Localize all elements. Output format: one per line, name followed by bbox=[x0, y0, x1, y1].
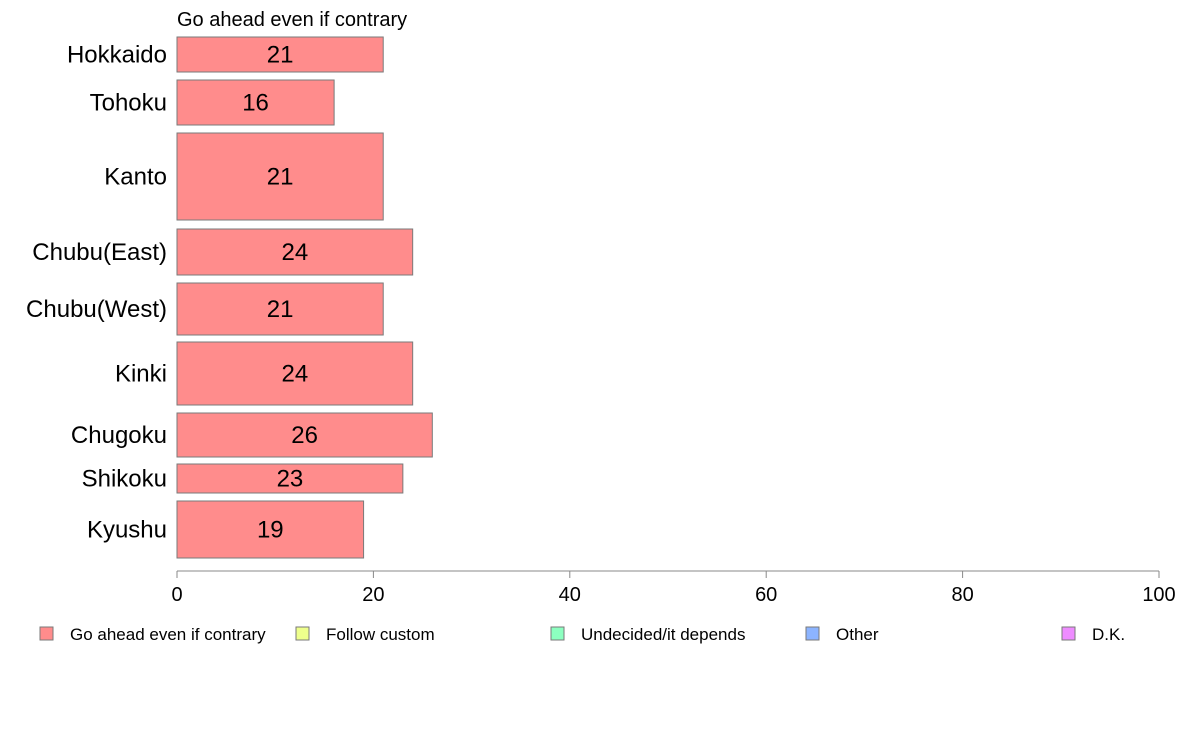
bar-value-label: 21 bbox=[267, 42, 294, 69]
bar-value-label: 16 bbox=[242, 90, 269, 117]
legend-swatch bbox=[550, 626, 565, 641]
bar-value-label: 21 bbox=[267, 296, 294, 323]
x-tick-label: 60 bbox=[755, 584, 777, 606]
category-label: Tohoku bbox=[90, 90, 167, 117]
legend-swatch bbox=[805, 626, 820, 641]
category-label: Hokkaido bbox=[67, 42, 167, 69]
bar-kyushu bbox=[176, 500, 365, 559]
legend-label: Undecided/it depends bbox=[581, 625, 745, 644]
bar-value-label: 21 bbox=[267, 164, 294, 191]
bar-value-label: 24 bbox=[281, 239, 308, 266]
category-labels: Hokkaido Tohoku Kanto Chubu(East) Chubu(West… bbox=[26, 42, 167, 544]
bar-chugoku bbox=[176, 412, 433, 458]
category-label: Kinki bbox=[115, 361, 167, 388]
bar-chubu-east- bbox=[176, 228, 414, 276]
bar-kanto bbox=[176, 132, 384, 221]
category-label: Chubu(East) bbox=[32, 239, 167, 266]
chart-title: Go ahead even if contrary bbox=[177, 9, 407, 31]
legend-label: Other bbox=[836, 625, 879, 644]
legend-label: Follow custom bbox=[326, 625, 435, 644]
x-tick-label: 0 bbox=[171, 584, 182, 606]
legend: Go ahead even if contrary Follow custom Un… bbox=[39, 625, 1125, 644]
bar-hokkaido bbox=[176, 36, 384, 73]
bar-shikoku bbox=[176, 463, 404, 494]
x-tick-label: 80 bbox=[951, 584, 973, 606]
legend-label: D.K. bbox=[1092, 625, 1125, 644]
x-tick-label: 20 bbox=[362, 584, 384, 606]
bar-kinki bbox=[176, 341, 414, 406]
bar-value-label: 26 bbox=[291, 422, 318, 449]
bar-value-label: 19 bbox=[257, 517, 284, 544]
category-label: Kyushu bbox=[87, 517, 167, 544]
bar-value-label: 24 bbox=[281, 361, 308, 388]
bar-tohoku bbox=[176, 79, 335, 126]
bar-value-label: 23 bbox=[277, 466, 304, 493]
legend-label: Go ahead even if contrary bbox=[70, 625, 266, 644]
x-tick-label: 100 bbox=[1142, 584, 1175, 606]
bars-group: 21 16 21 24 21 24 26 23 19 bbox=[176, 36, 433, 559]
x-tick-label: 40 bbox=[559, 584, 581, 606]
legend-swatch bbox=[39, 626, 54, 641]
category-label: Shikoku bbox=[82, 466, 167, 493]
category-label: Kanto bbox=[104, 164, 167, 191]
category-label: Chugoku bbox=[71, 422, 167, 449]
legend-swatch bbox=[295, 626, 310, 641]
category-label: Chubu(West) bbox=[26, 296, 167, 323]
bar-chubu-west- bbox=[176, 282, 384, 336]
x-axis: 0 20 40 60 80 100 bbox=[171, 570, 1176, 606]
legend-swatch bbox=[1061, 626, 1076, 641]
